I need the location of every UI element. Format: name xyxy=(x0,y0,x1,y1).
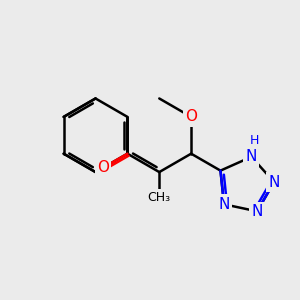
Text: O: O xyxy=(97,160,109,175)
Text: N: N xyxy=(246,149,257,164)
Text: N: N xyxy=(251,204,263,219)
Text: N: N xyxy=(268,175,280,190)
Text: H: H xyxy=(250,134,260,148)
Text: CH₃: CH₃ xyxy=(148,190,171,204)
Text: O: O xyxy=(185,110,197,124)
Text: N: N xyxy=(218,197,230,212)
